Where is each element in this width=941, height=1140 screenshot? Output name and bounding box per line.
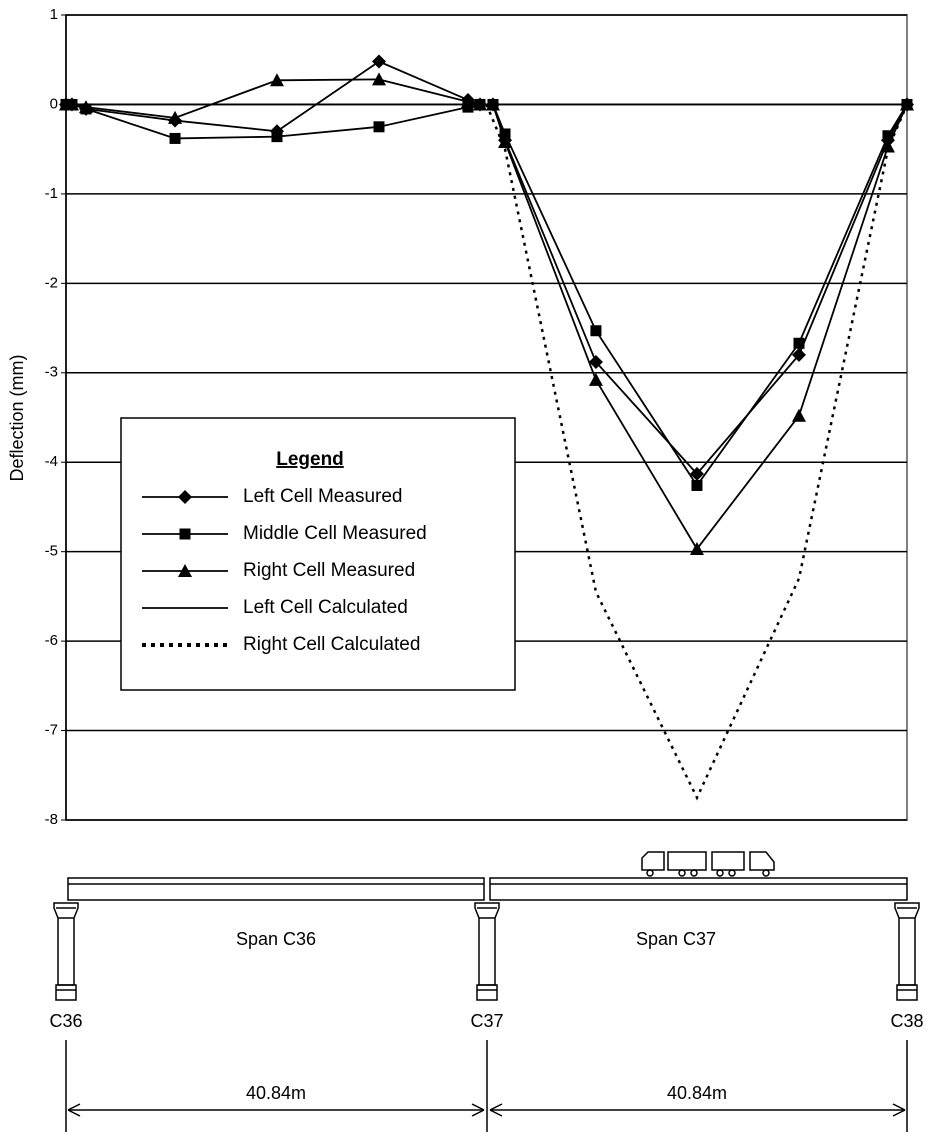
deck xyxy=(67,877,485,901)
pier-label: C36 xyxy=(49,1011,82,1031)
marker xyxy=(880,139,895,153)
marker xyxy=(372,54,387,69)
length-label: 40.84m xyxy=(667,1083,727,1103)
legend-title: Legend xyxy=(276,449,344,470)
pier xyxy=(53,902,79,1001)
marker xyxy=(269,73,284,87)
y-tick-label: -6 xyxy=(45,632,58,649)
pier-label: C37 xyxy=(470,1011,503,1031)
bridge-diagram xyxy=(53,851,920,1132)
truck xyxy=(641,851,775,877)
y-tick-label: -5 xyxy=(45,543,58,560)
marker xyxy=(178,490,192,504)
legend-label: Middle Cell Measured xyxy=(243,523,427,544)
span-label: Span C37 xyxy=(636,929,716,949)
marker xyxy=(588,355,603,370)
marker xyxy=(588,372,603,386)
marker xyxy=(168,110,183,124)
legend-label: Right Cell Measured xyxy=(243,560,415,581)
marker xyxy=(882,130,894,142)
y-tick-label: 0 xyxy=(50,95,58,112)
pier xyxy=(474,902,500,1001)
y-tick-label: -7 xyxy=(45,722,58,739)
marker xyxy=(178,564,192,577)
marker xyxy=(590,325,602,337)
series-line xyxy=(485,103,909,801)
legend: Legend Left Cell Measured Middle Cell Meas… xyxy=(120,417,516,691)
marker xyxy=(169,132,181,144)
marker xyxy=(499,128,511,140)
marker xyxy=(791,347,806,362)
marker xyxy=(373,121,385,133)
y-tick-label: -2 xyxy=(45,274,58,291)
span-label: Span C36 xyxy=(236,929,316,949)
length-label: 40.84m xyxy=(246,1083,306,1103)
deck xyxy=(489,877,908,901)
series-line xyxy=(66,60,908,476)
pier-label: C38 xyxy=(890,1011,923,1031)
marker xyxy=(498,135,513,149)
marker xyxy=(791,408,806,422)
marker xyxy=(691,479,703,491)
y-tick-label: 1 xyxy=(50,6,58,23)
y-tick-label: -3 xyxy=(45,364,58,381)
legend-label: Left Cell Measured xyxy=(243,486,402,507)
marker xyxy=(78,100,93,114)
marker xyxy=(271,131,283,143)
marker xyxy=(372,72,387,86)
y-tick-label: -1 xyxy=(45,185,58,202)
marker xyxy=(793,337,805,349)
legend-box xyxy=(120,417,516,691)
pier xyxy=(894,902,920,1001)
y-tick-label: -4 xyxy=(45,453,58,470)
marker xyxy=(689,466,704,481)
y-tick-label: -8 xyxy=(45,811,58,828)
marker xyxy=(689,541,704,555)
marker xyxy=(179,528,191,540)
legend-label: Right Cell Calculated xyxy=(243,634,420,655)
legend-label: Left Cell Calculated xyxy=(243,597,408,618)
y-axis-label: Deflection (mm) xyxy=(7,354,27,481)
